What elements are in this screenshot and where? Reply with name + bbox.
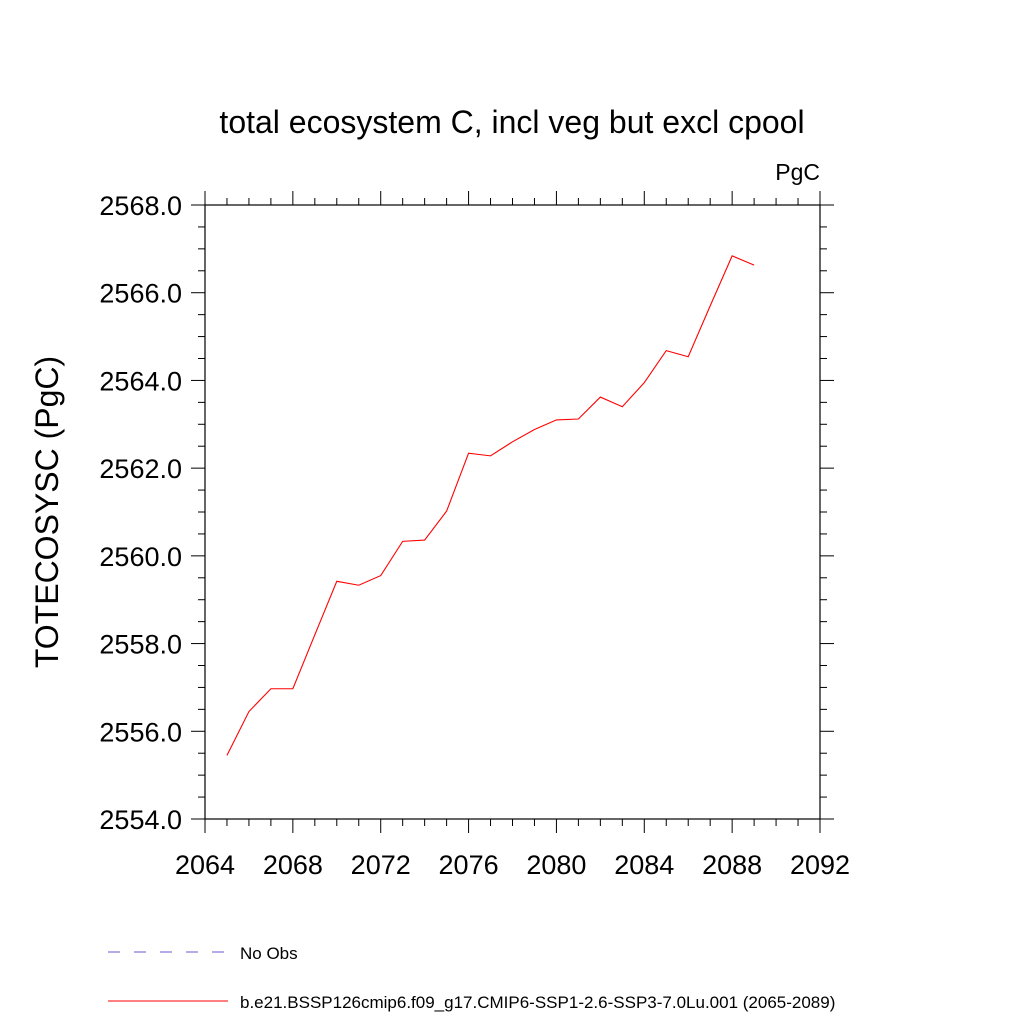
x-tick-labels: 2064 2068 2072 2076 2080 2084 2088 2092	[175, 850, 850, 880]
series-layer	[226, 255, 755, 756]
y-tick-label: 2558.0	[99, 630, 182, 660]
y-tick-label: 2562.0	[99, 454, 182, 484]
chart-title: total ecosystem C, incl veg but excl cpo…	[219, 104, 804, 140]
x-tick-label: 2080	[526, 850, 586, 880]
x-tick-label: 2068	[263, 850, 323, 880]
series-line-0	[226, 255, 755, 756]
legend-label-0: b.e21.BSSP126cmip6.f09_g17.CMIP6-SSP1-2.…	[240, 993, 835, 1012]
legend-label-1: No Obs	[240, 944, 298, 963]
plot-frame	[204, 204, 821, 820]
x-tick-label: 2092	[790, 850, 850, 880]
x-tick-label: 2088	[702, 850, 762, 880]
y-tick-label: 2560.0	[99, 542, 182, 572]
units-label: PgC	[775, 159, 820, 185]
y-tick-labels: 2554.0 2556.0 2558.0 2560.0 2562.0 2564.0 2566…	[99, 191, 182, 835]
x-tick-label: 2076	[439, 850, 499, 880]
x-tick-label: 2084	[614, 850, 674, 880]
y-tick-label: 2564.0	[99, 366, 182, 396]
plot-axes	[191, 191, 834, 833]
x-tick-label: 2064	[175, 850, 235, 880]
legend: No Obs b.e21.BSSP126cmip6.f09_g17.CMIP6-S…	[108, 944, 835, 1012]
y-tick-label: 2568.0	[99, 191, 182, 221]
y-tick-label: 2554.0	[99, 805, 182, 835]
y-tick-label: 2566.0	[99, 279, 182, 309]
y-axis-label: TOTECOSYSC (PgC)	[29, 356, 65, 668]
x-tick-label: 2072	[351, 850, 411, 880]
y-tick-label: 2556.0	[99, 717, 182, 747]
